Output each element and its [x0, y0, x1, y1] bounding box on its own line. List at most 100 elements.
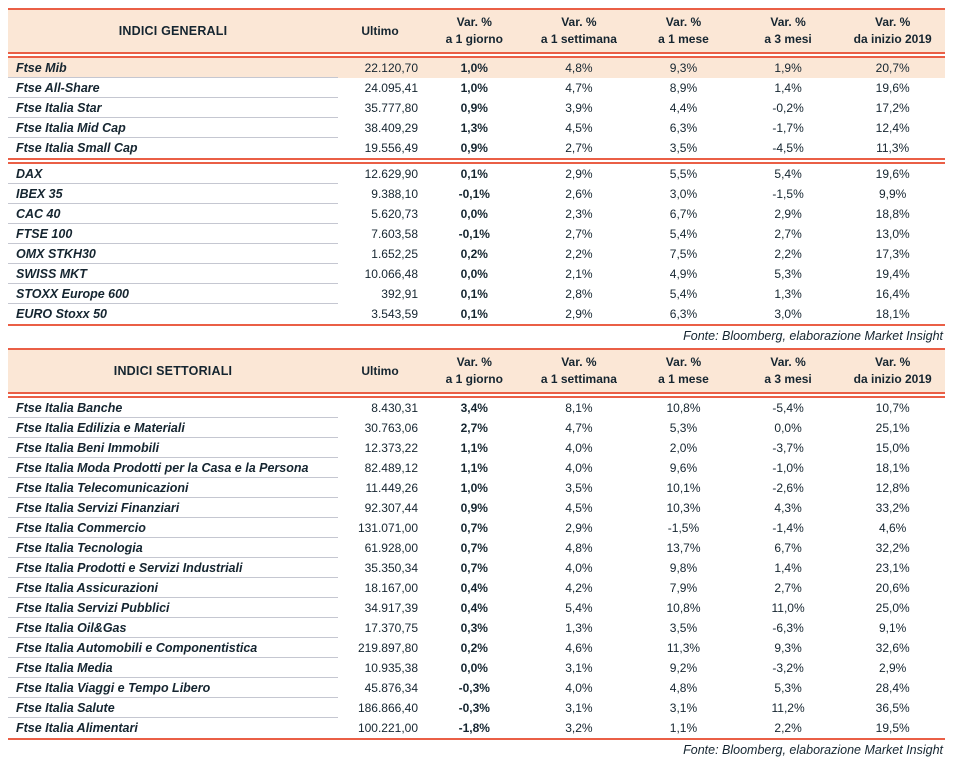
var-percent-cell: 2,9%: [878, 661, 907, 675]
column-header-var-settimana: Var. % a 1 settimana: [527, 356, 632, 386]
var-percent-cell: 20,6%: [875, 581, 910, 595]
var-percent-cell: 10,3%: [666, 501, 701, 515]
table-bottom-border: [8, 738, 945, 740]
table-row: STOXX Europe 600 392,91 0,1% 2,8% 5,4% 1,3% 16…: [8, 284, 945, 304]
ultimo-value-cell: 12.373,22: [364, 441, 418, 455]
index-name-cell: Ftse Italia Alimentari: [16, 721, 138, 735]
table-body: Ftse Italia Banche 8.430,31 3,4% 8,1% 10,8% -…: [8, 398, 945, 738]
table-row: CAC 40 5.620,73 0,0% 2,3% 6,7% 2,9% 18,8%: [8, 204, 945, 224]
period-label: a 3 mesi: [764, 32, 812, 46]
var-percent-cell: 4,8%: [669, 681, 698, 695]
table-row: Ftse Italia Beni Immobili 12.373,22 1,1% 4,…: [8, 438, 945, 458]
var-percent-cell: 0,0%: [460, 661, 488, 675]
table-top-border: [8, 348, 945, 350]
var-percent-cell: 6,3%: [669, 307, 698, 321]
var-percent-cell: 3,9%: [565, 101, 593, 115]
table-row: Ftse Italia Viaggi e Tempo Libero 45.876,…: [8, 678, 945, 698]
period-label: da inizio 2019: [853, 372, 932, 386]
index-name-cell: Ftse Italia Star: [8, 98, 338, 118]
column-header-ultimo: Ultimo: [361, 364, 399, 378]
var-percent-cell: 7,5%: [669, 247, 698, 261]
var-percent-cell: -1,4%: [772, 521, 804, 535]
var-percent-cell: 15,0%: [875, 441, 910, 455]
table-title: INDICI SETTORIALI: [113, 364, 233, 378]
var-percent-cell: 9,8%: [669, 561, 698, 575]
var-percent-cell: 4,5%: [565, 501, 593, 515]
var-percent-cell: 25,1%: [875, 421, 910, 435]
index-name-cell: Ftse Italia Servizi Finanziari: [8, 498, 338, 518]
var-percent-cell: 33,2%: [875, 501, 910, 515]
table-row: Ftse Mib 22.120,70 1,0% 4,8% 9,3% 1,9% 20,7%: [8, 58, 945, 78]
ultimo-value-cell: 38.409,29: [364, 121, 418, 135]
column-header-var-settimana: Var. % a 1 settimana: [527, 16, 632, 46]
var-percent-cell: 9,9%: [878, 187, 907, 201]
index-name-cell: Ftse Italia Beni Immobili: [8, 438, 338, 458]
index-name-cell: Ftse Italia Prodotti e Servizi Industria…: [8, 558, 338, 578]
var-percent-cell: 9,1%: [878, 621, 907, 635]
ultimo-value-cell: 10.066,48: [364, 267, 418, 281]
var-percent-cell: 5,4%: [565, 601, 593, 615]
var-percent-cell: 25,0%: [875, 601, 910, 615]
ultimo-value-cell: 17.370,75: [364, 621, 418, 635]
var-percent-cell: 5,3%: [774, 681, 802, 695]
var-percent-cell: -6,3%: [772, 621, 804, 635]
var-percent-cell: 4,8%: [565, 61, 593, 75]
var-percent-cell: 12,4%: [875, 121, 910, 135]
index-name-cell: CAC 40: [8, 204, 338, 224]
table-row: Ftse Italia Telecomunicazioni 11.449,26 1,…: [8, 478, 945, 498]
ultimo-value-cell: 92.307,44: [364, 501, 418, 515]
var-percent-cell: 3,0%: [669, 187, 698, 201]
ultimo-value-cell: 3.543,59: [371, 307, 418, 321]
var-percent-cell: 4,5%: [565, 121, 593, 135]
header-separator: [8, 52, 945, 58]
index-name-cell: Ftse Italia Oil&Gas: [8, 618, 338, 638]
var-percent-cell: 0,4%: [460, 581, 488, 595]
index-name-cell: Ftse Italia Edilizia e Materiali: [8, 418, 338, 438]
index-name-cell: Ftse Italia Telecomunicazioni: [8, 478, 338, 498]
var-percent-cell: 3,5%: [669, 621, 698, 635]
index-name-cell: Ftse Italia Mid Cap: [8, 118, 338, 138]
index-name-cell: Ftse Italia Assicurazioni: [8, 578, 338, 598]
index-name-cell: STOXX Europe 600: [8, 284, 338, 304]
var-percent-cell: 11,2%: [771, 701, 805, 715]
var-percent-cell: -0,2%: [772, 101, 804, 115]
table-row: SWISS MKT 10.066,48 0,0% 2,1% 4,9% 5,3% 19,4%: [8, 264, 945, 284]
var-percent-cell: 0,2%: [460, 641, 488, 655]
table-body: Ftse Mib 22.120,70 1,0% 4,8% 9,3% 1,9% 20,7% Ft…: [8, 58, 945, 324]
var-percent-cell: 8,1%: [565, 401, 593, 415]
index-name-cell: DAX: [8, 164, 338, 184]
index-name-cell: EURO Stoxx 50: [16, 307, 108, 321]
var-percent-cell: 11,0%: [771, 601, 805, 615]
var-percent-cell: 17,3%: [875, 247, 910, 261]
index-name-cell: FTSE 100: [8, 224, 338, 244]
var-percent-cell: 16,4%: [875, 287, 910, 301]
table-bottom-border: [8, 324, 945, 326]
ultimo-value-cell: 82.489,12: [364, 461, 418, 475]
var-percent-cell: -0,3%: [458, 681, 490, 695]
table-title: INDICI GENERALI: [118, 24, 228, 38]
column-header-var-giorno: Var. % a 1 giorno: [422, 16, 527, 46]
var-percent-cell: 10,8%: [666, 401, 701, 415]
var-percent-cell: 1,1%: [460, 441, 488, 455]
ultimo-value-cell: 61.928,00: [364, 541, 418, 555]
var-percent-cell: 4,0%: [565, 461, 593, 475]
table-row: Ftse Italia Moda Prodotti per la Casa e …: [8, 458, 945, 478]
index-name-cell: Ftse Italia Small Cap: [16, 141, 138, 155]
ultimo-value-cell: 7.603,58: [371, 227, 418, 241]
var-percent-cell: 4,9%: [669, 267, 698, 281]
var-percent-cell: -3,7%: [772, 441, 804, 455]
table-header: INDICI GENERALI Ultimo Var. % a 1 giorno…: [8, 10, 945, 52]
var-percent-cell: 2,0%: [669, 441, 698, 455]
ultimo-value-cell: 30.763,06: [364, 421, 418, 435]
var-percent-cell: 2,1%: [565, 267, 593, 281]
var-percent-cell: 1,4%: [774, 561, 802, 575]
var-percent-cell: 1,1%: [669, 721, 698, 735]
var-percent-cell: -0,3%: [458, 701, 490, 715]
table-indici-settoriali: INDICI SETTORIALI Ultimo Var. % a 1 gior…: [8, 348, 945, 758]
column-header-var-mese: Var. % a 1 mese: [631, 356, 736, 386]
var-percent-cell: 2,2%: [774, 247, 802, 261]
var-percent-cell: 19,6%: [875, 167, 910, 181]
period-label: a 1 giorno: [445, 372, 503, 386]
table-row: Ftse Italia Banche 8.430,31 3,4% 8,1% 10,8% -…: [8, 398, 945, 418]
